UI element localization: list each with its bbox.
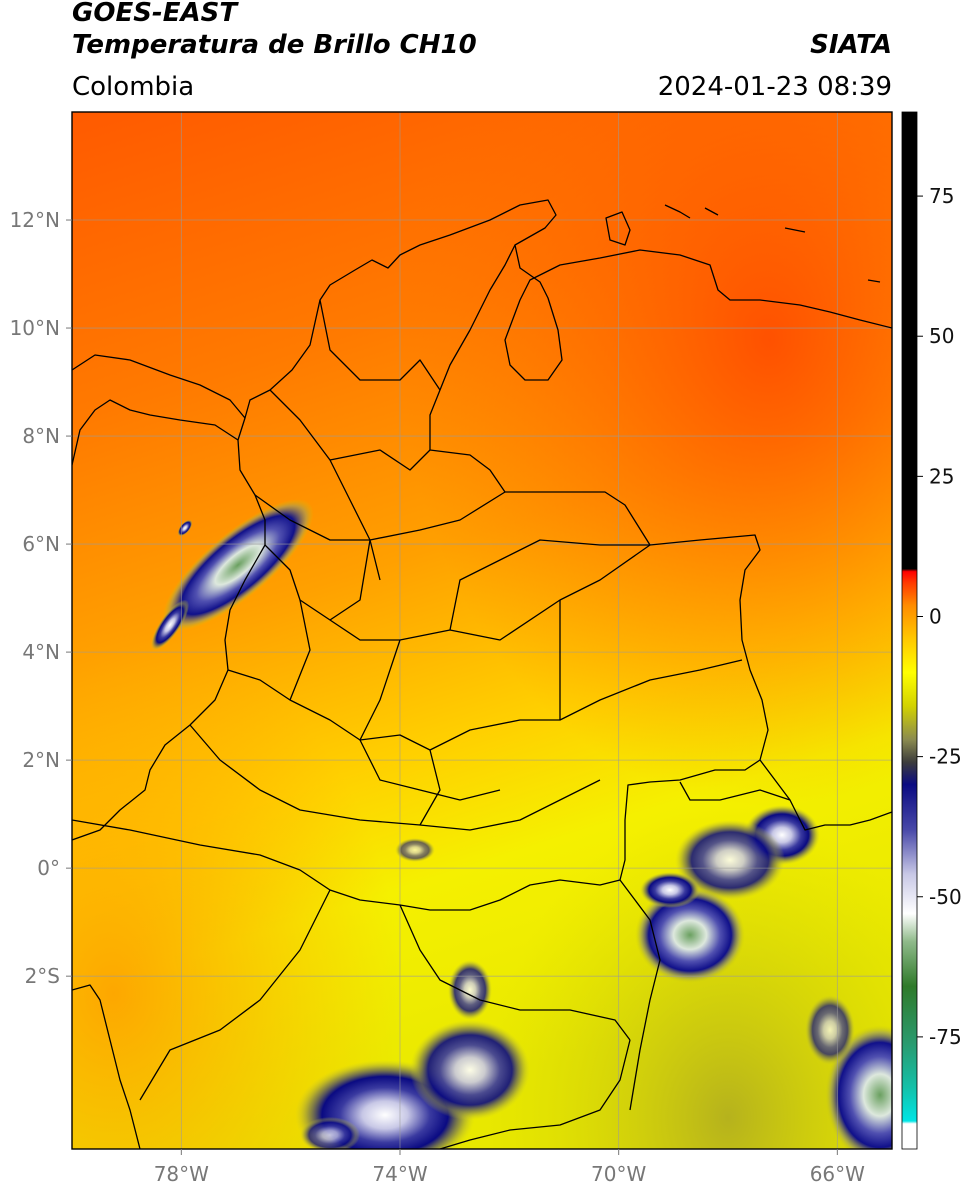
graticule-lines — [72, 112, 892, 1149]
title-line-2: Temperatura de Brillo CH10 — [72, 30, 477, 60]
lat-tick-label: 2°N — [22, 748, 60, 772]
colorbar-tick-label: 25 — [929, 464, 954, 488]
latitude-axis: 12°N 10°N 8°N 6°N 4°N 2°N 0° 2°S — [10, 208, 72, 988]
cloud-cluster — [635, 887, 745, 983]
map-frame — [71, 111, 893, 1150]
lon-tick-label: 66°W — [810, 1162, 865, 1186]
boundary-lines — [72, 199, 892, 1149]
lat-tick-label: 8°N — [22, 424, 60, 448]
cloud-cluster — [640, 872, 700, 908]
lon-tick-label: 78°W — [154, 1162, 209, 1186]
cloud-cluster — [805, 995, 855, 1065]
cloud-cluster — [300, 1117, 360, 1149]
cloud-cluster — [395, 838, 435, 862]
lat-tick-label: 2°S — [25, 964, 60, 988]
colorbar-axis: 75 50 25 0 -25 -50 -75 — [917, 184, 962, 1049]
lat-tick-label: 10°N — [10, 316, 60, 340]
colorbar-tick-label: -25 — [929, 745, 962, 769]
colorbar-tick-label: 75 — [929, 184, 954, 208]
cloud-cluster — [675, 820, 785, 900]
colorbar-tick-label: -50 — [929, 885, 962, 909]
cloud-cluster-cordillera — [162, 499, 314, 631]
lon-tick-label: 74°W — [372, 1162, 427, 1186]
title-line-1: GOES-EAST — [72, 0, 238, 28]
colorbar-tick-label: 50 — [929, 324, 954, 348]
lon-tick-label: 70°W — [591, 1162, 646, 1186]
cloud-cluster — [448, 960, 492, 1020]
lat-tick-label: 0° — [37, 856, 60, 880]
region-label: Colombia — [72, 72, 195, 102]
cloud-cluster — [410, 1020, 530, 1120]
colorbar-tick-label: 0 — [929, 604, 942, 628]
longitude-axis: 78°W 74°W 70°W 66°W — [154, 1149, 865, 1186]
lat-tick-label: 6°N — [22, 532, 60, 556]
colorbar — [901, 111, 918, 1150]
brightness-temperature-field — [72, 112, 892, 1149]
colorbar-tick-label: -75 — [929, 1025, 962, 1049]
brand-label: SIATA — [810, 30, 892, 60]
datetime-label: 2024-01-23 08:39 — [657, 72, 892, 102]
lat-tick-label: 4°N — [22, 640, 60, 664]
cloud-cluster — [150, 599, 190, 651]
lat-tick-label: 12°N — [10, 208, 60, 232]
